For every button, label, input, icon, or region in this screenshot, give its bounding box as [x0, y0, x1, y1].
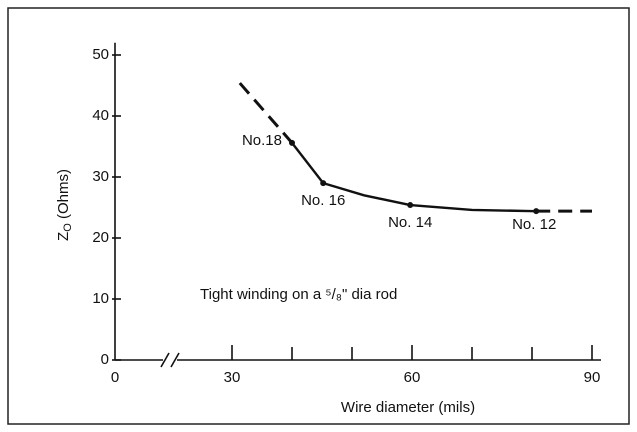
x-axis-label: Wire diameter (mils)	[341, 399, 475, 416]
x-tick-label: 30	[224, 369, 241, 386]
annotation: Tight winding on a ⁵/₈" dia rod	[200, 286, 397, 303]
x-tick-label: 90	[584, 369, 601, 386]
point-label: No. 14	[388, 214, 432, 231]
y-label-sub: O	[62, 223, 74, 232]
point	[289, 139, 295, 146]
y-tick-label: 30	[92, 168, 109, 185]
axis-break	[170, 352, 180, 368]
y-tick-label: 10	[92, 290, 109, 307]
y-tick-label: 50	[92, 46, 109, 63]
line	[291, 142, 537, 213]
point-label: No. 16	[301, 192, 345, 209]
x-tick-label: 60	[404, 369, 421, 386]
y-axis-label: ZO (Ohms)	[55, 169, 74, 241]
frame	[7, 7, 630, 425]
point-label: No. 12	[512, 216, 556, 233]
y-tick-label: 0	[101, 351, 109, 368]
line	[238, 82, 294, 144]
y-tick-label: 40	[92, 107, 109, 124]
point	[407, 202, 414, 209]
point	[320, 180, 327, 187]
x-tick-label: 0	[111, 369, 119, 386]
point	[533, 208, 540, 215]
y-label-rest: (Ohms)	[55, 169, 72, 223]
y-tick-label: 20	[92, 229, 109, 246]
axis-break	[160, 352, 170, 368]
y-label-main: Z	[55, 232, 72, 241]
point-label: No.18	[242, 132, 282, 149]
